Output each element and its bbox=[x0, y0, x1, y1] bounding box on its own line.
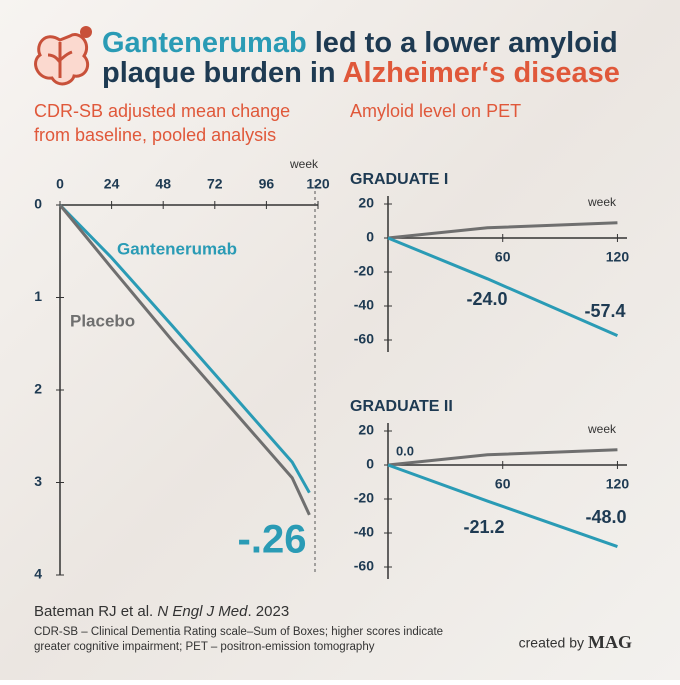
y-tick-label: 3 bbox=[34, 473, 42, 489]
y-tick-label: 0 bbox=[366, 456, 374, 472]
x-tick-label: 96 bbox=[259, 176, 275, 192]
series-line bbox=[387, 463, 618, 549]
x-tick-label: 72 bbox=[207, 176, 223, 192]
x-tick-label: 24 bbox=[104, 176, 120, 192]
y-tick-label: 20 bbox=[358, 195, 374, 211]
x-axis-label: week bbox=[289, 157, 319, 171]
y-tick-label: 20 bbox=[358, 422, 374, 438]
chart-title: CDR-SB adjusted mean change bbox=[34, 101, 290, 121]
chart-title: from baseline, pooled analysis bbox=[34, 125, 276, 145]
brand: MAG bbox=[588, 632, 632, 652]
x-tick-label: 60 bbox=[495, 249, 511, 265]
y-tick-label: -40 bbox=[354, 297, 374, 313]
value-label: 0.0 bbox=[396, 443, 414, 458]
value-label: -21.2 bbox=[463, 517, 504, 537]
x-tick-label: 120 bbox=[606, 249, 630, 265]
series-label: Gantenerumab bbox=[117, 239, 237, 258]
y-tick-label: 1 bbox=[34, 288, 42, 304]
title-line-1: Gantenerumab led to a lower amyloid bbox=[102, 27, 618, 59]
citation-text: Bateman RJ et al. bbox=[34, 603, 157, 620]
annotation: -.26 bbox=[238, 518, 307, 562]
y-tick-label: -40 bbox=[354, 524, 374, 540]
citation-text: . 2023 bbox=[247, 603, 289, 620]
y-tick-label: -20 bbox=[354, 490, 374, 506]
title-highlight: Alzheimer‘s disease bbox=[343, 57, 620, 89]
footnote: greater cognitive impairment; PET – posi… bbox=[34, 641, 375, 653]
series-line bbox=[387, 236, 619, 337]
title-highlight: Gantenerumab bbox=[102, 27, 307, 59]
credit: created by bbox=[519, 635, 584, 651]
x-tick-label: 0 bbox=[56, 176, 64, 192]
x-tick-label: 120 bbox=[606, 476, 630, 492]
series-label: Placebo bbox=[70, 311, 135, 330]
series-line bbox=[58, 203, 311, 494]
section-title: Amyloid level on PET bbox=[350, 101, 521, 121]
footnote: CDR-SB – Clinical Dementia Rating scale–… bbox=[34, 626, 443, 638]
y-tick-label: -60 bbox=[354, 558, 374, 574]
title-text: plaque burden in bbox=[102, 57, 343, 89]
chart-title: GRADUATE I bbox=[350, 171, 448, 188]
y-tick-label: 0 bbox=[366, 229, 374, 245]
chart-title: GRADUATE II bbox=[350, 398, 453, 415]
y-tick-label: -60 bbox=[354, 331, 374, 347]
series-line bbox=[387, 448, 618, 467]
y-tick-label: 0 bbox=[34, 196, 42, 212]
x-tick-label: 48 bbox=[155, 176, 171, 192]
y-tick-label: 2 bbox=[34, 381, 42, 397]
y-tick-label: 4 bbox=[34, 566, 42, 582]
series-line bbox=[58, 204, 311, 516]
x-axis-label: week bbox=[587, 422, 617, 436]
value-label: -48.0 bbox=[585, 507, 626, 527]
citation-journal: N Engl J Med bbox=[157, 603, 248, 620]
x-axis-label: week bbox=[587, 195, 617, 209]
citation: Bateman RJ et al. N Engl J Med. 2023 bbox=[34, 603, 289, 620]
title-line-2: plaque burden in Alzheimer‘s disease bbox=[102, 57, 620, 89]
value-label: -24.0 bbox=[466, 289, 507, 309]
x-tick-label: 120 bbox=[306, 176, 330, 192]
value-label: -57.4 bbox=[584, 301, 625, 321]
x-tick-label: 60 bbox=[495, 476, 511, 492]
brain-icon bbox=[34, 26, 92, 86]
y-tick-label: -20 bbox=[354, 263, 374, 279]
series-line bbox=[387, 221, 618, 240]
title-text: led to a lower amyloid bbox=[307, 27, 618, 59]
